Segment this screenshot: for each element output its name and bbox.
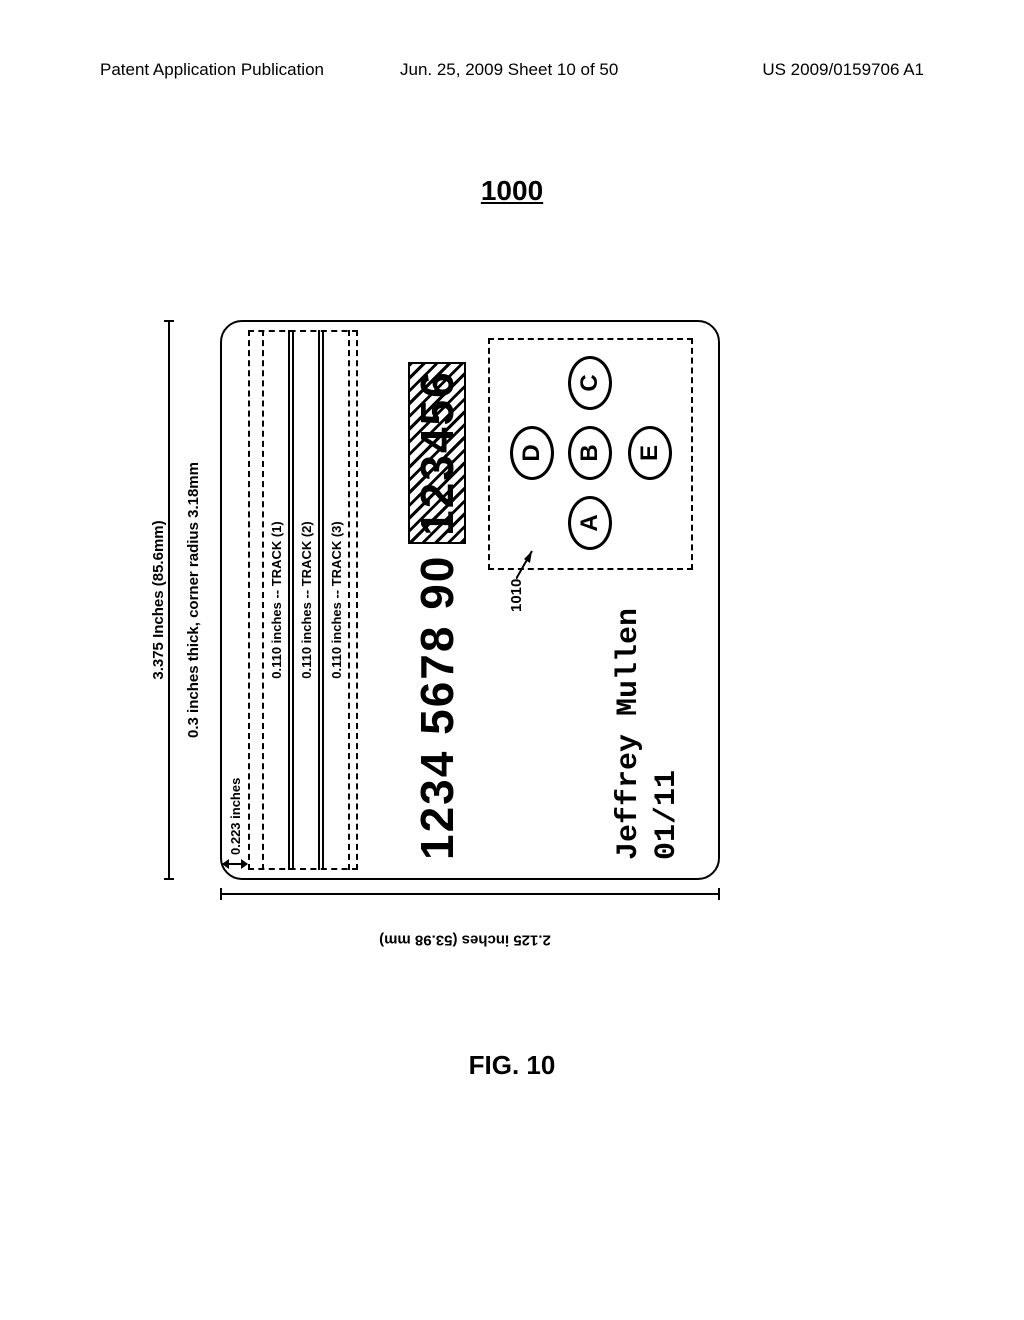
dim-height-tick-top xyxy=(220,888,222,900)
card-number: 1234 5678 90 123456 xyxy=(410,366,464,860)
track-2: 0.110 inches -- TRACK (2) xyxy=(292,330,320,870)
dim-height-tick-bottom xyxy=(718,888,720,900)
dim-card-width: 3.375 Inches (85.6mm) xyxy=(150,320,167,880)
button-d[interactable]: D xyxy=(510,426,554,480)
figure-label: FIG. 10 xyxy=(469,1050,556,1081)
header-publication: Patent Application Publication xyxy=(100,60,324,80)
cardholder-name: Jeffrey Mullen xyxy=(612,608,646,860)
header-pub-number: US 2009/0159706 A1 xyxy=(762,60,924,80)
button-c[interactable]: C xyxy=(568,356,612,410)
dim-width-line xyxy=(168,320,170,880)
offset-arrow xyxy=(223,863,247,865)
dim-card-height: 2.125 inches (53.98 mm) xyxy=(379,932,551,949)
card-number-visible: 1234 5678 90 xyxy=(411,555,463,860)
button-e[interactable]: E xyxy=(628,426,672,480)
track-3: 0.110 inches -- TRACK (3) xyxy=(322,330,350,870)
track-1: 0.110 inches -- TRACK (1) xyxy=(262,330,290,870)
dim-height-line xyxy=(220,893,720,895)
figure-reference-number: 1000 xyxy=(481,175,543,207)
header-date-sheet: Jun. 25, 2009 Sheet 10 of 50 xyxy=(400,60,618,80)
button-b[interactable]: B xyxy=(568,426,612,480)
dim-card-thickness: 0.3 inches thick, corner radius 3.18mm xyxy=(185,370,202,830)
dim-stripe-offset: 0.223 inches xyxy=(228,778,243,855)
reference-1010-label: 1010 xyxy=(508,579,525,612)
dim-width-tick-left xyxy=(164,878,174,880)
button-region: D A B C E xyxy=(488,338,693,570)
button-a[interactable]: A xyxy=(568,496,612,550)
card-number-hidden: 123456 xyxy=(410,366,464,540)
card-expiry: 01/11 xyxy=(650,770,684,860)
track-3-label: 0.110 inches -- TRACK (3) xyxy=(329,515,344,685)
dim-width-tick-right xyxy=(164,320,174,322)
card-drawing: 3.375 Inches (85.6mm) 0.3 inches thick, … xyxy=(150,220,790,1000)
track-2-label: 0.110 inches -- TRACK (2) xyxy=(299,515,314,685)
track-1-label: 0.110 inches -- TRACK (1) xyxy=(269,515,284,685)
